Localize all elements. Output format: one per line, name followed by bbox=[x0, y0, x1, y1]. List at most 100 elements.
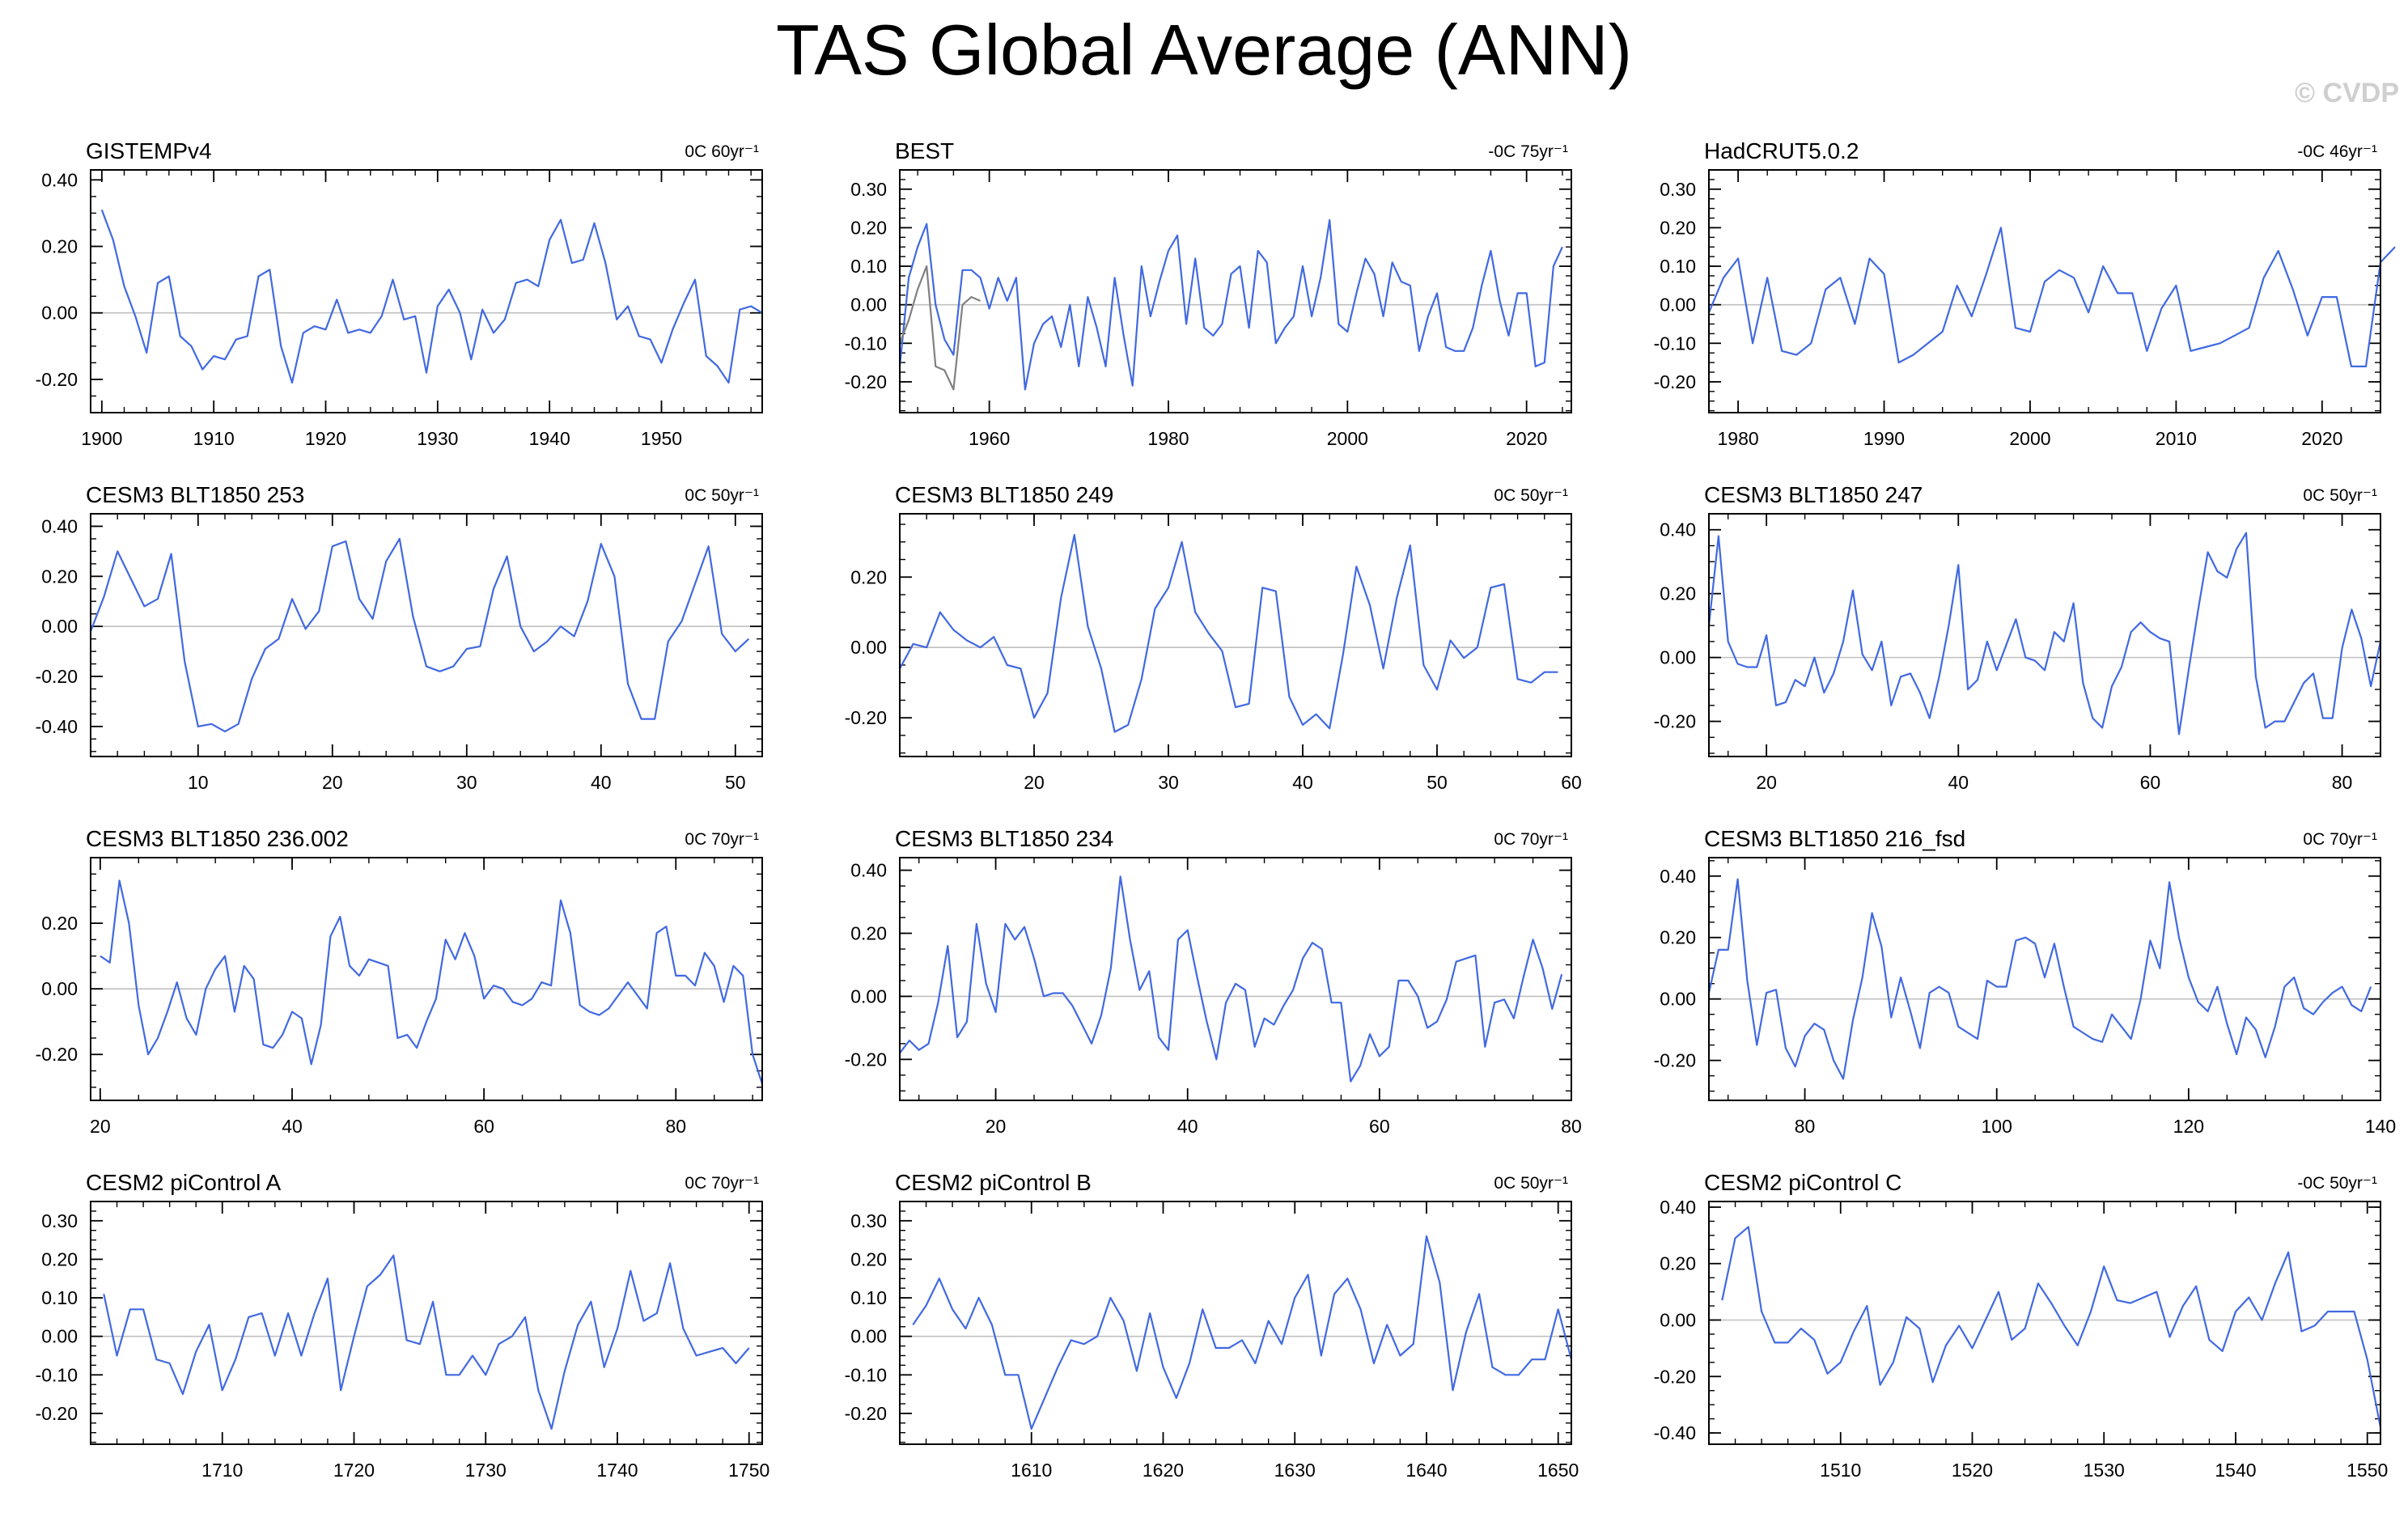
overlay-series-line bbox=[898, 265, 981, 391]
x-tick-label: 20 bbox=[986, 1116, 1007, 1137]
trend-label: -0C 46yr⁻¹ bbox=[2297, 142, 2377, 161]
y-tick-label: -0.10 bbox=[845, 333, 887, 354]
y-tick-label: 0.20 bbox=[1660, 1253, 1696, 1274]
plot-frame bbox=[90, 513, 763, 757]
y-tick-label: 0.00 bbox=[850, 295, 887, 316]
y-tick-label: 0.20 bbox=[850, 566, 887, 587]
x-tick-label: 120 bbox=[2173, 1116, 2204, 1137]
panel-title: BEST bbox=[895, 138, 954, 163]
y-tick-label: -0.20 bbox=[1654, 1366, 1696, 1387]
x-tick-label: 80 bbox=[1795, 1116, 1816, 1137]
y-tick-label: 0.30 bbox=[850, 179, 887, 200]
x-tick-label: 1980 bbox=[1718, 428, 1759, 449]
x-tick-label: 1610 bbox=[1011, 1460, 1052, 1481]
series-line bbox=[1707, 878, 2372, 1080]
y-tick-label: 0.00 bbox=[1660, 1310, 1696, 1331]
series-line bbox=[912, 1235, 1573, 1430]
series-line bbox=[899, 875, 1563, 1083]
y-tick-label: -0.10 bbox=[845, 1364, 887, 1385]
y-tick-label: 0.40 bbox=[850, 860, 887, 881]
series-line bbox=[1707, 227, 2396, 367]
series-line bbox=[89, 537, 750, 733]
x-tick-label: 80 bbox=[665, 1116, 686, 1137]
y-tick-label: 0.00 bbox=[850, 1326, 887, 1347]
x-tick-label: 40 bbox=[1948, 772, 1969, 793]
trend-label: 0C 70yr⁻¹ bbox=[685, 830, 759, 849]
trend-label: 0C 50yr⁻¹ bbox=[685, 486, 759, 505]
x-tick-label: 140 bbox=[2365, 1116, 2396, 1137]
x-tick-label: 60 bbox=[473, 1116, 494, 1137]
panel-9: CESM3 BLT1850 216_fsd 0C 70yr⁻¹ 80 100 120 14… bbox=[1654, 826, 2397, 1137]
x-tick-label: 1620 bbox=[1143, 1460, 1184, 1481]
plot-frame bbox=[90, 857, 763, 1101]
panel-grid: GISTEMPv4 0C 60yr⁻¹ 1900 1910 1920 1930 1940 19… bbox=[36, 138, 2397, 1481]
x-tick-label: 50 bbox=[725, 772, 746, 793]
y-tick-label: 0.10 bbox=[850, 1287, 887, 1308]
x-tick-label: 1960 bbox=[969, 428, 1010, 449]
watermark: © CVDP bbox=[2295, 78, 2399, 108]
panel-title: HadCRUT5.0.2 bbox=[1704, 138, 1859, 163]
y-tick-label: 0.40 bbox=[41, 515, 78, 536]
y-tick-label: 0.20 bbox=[850, 1248, 887, 1269]
x-tick-label: 30 bbox=[1158, 772, 1179, 793]
y-tick-label: -0.20 bbox=[36, 1044, 78, 1065]
plot-frame bbox=[899, 857, 1572, 1101]
x-tick-label: 2020 bbox=[1506, 428, 1547, 449]
panel-title: CESM3 BLT1850 247 bbox=[1704, 482, 1923, 507]
plot-frame bbox=[1708, 513, 2381, 757]
panel-title: CESM2 piControl A bbox=[86, 1170, 282, 1195]
trend-label: 0C 70yr⁻¹ bbox=[2303, 830, 2377, 849]
y-tick-label: -0.40 bbox=[36, 716, 78, 737]
x-tick-label: 1950 bbox=[641, 428, 682, 449]
x-tick-label: 1720 bbox=[333, 1460, 375, 1481]
x-tick-label: 20 bbox=[1024, 772, 1045, 793]
panel-title: CESM3 BLT1850 236.002 bbox=[86, 826, 349, 851]
panel-title: CESM2 piControl C bbox=[1704, 1170, 1901, 1195]
y-tick-label: 0.00 bbox=[1660, 647, 1696, 668]
y-tick-label: 0.10 bbox=[41, 1287, 78, 1308]
panel-title: CESM3 BLT1850 253 bbox=[86, 482, 304, 507]
y-tick-label: 0.30 bbox=[41, 1210, 78, 1231]
y-tick-label: 0.00 bbox=[1660, 989, 1696, 1010]
x-tick-label: 1940 bbox=[529, 428, 570, 449]
y-tick-label: 0.30 bbox=[850, 1210, 887, 1231]
plot-frame bbox=[899, 169, 1572, 413]
y-tick-label: -0.20 bbox=[36, 666, 78, 687]
panel-title: CESM3 BLT1850 234 bbox=[895, 826, 1113, 851]
trend-label: 0C 70yr⁻¹ bbox=[685, 1174, 759, 1193]
y-tick-label: 0.40 bbox=[1660, 1197, 1696, 1218]
x-tick-label: 1650 bbox=[1537, 1460, 1579, 1481]
y-tick-label: -0.10 bbox=[36, 1364, 78, 1385]
y-tick-label: 0.00 bbox=[41, 616, 78, 637]
plot-frame bbox=[899, 1201, 1572, 1445]
trend-label: 0C 50yr⁻¹ bbox=[1494, 1174, 1568, 1193]
x-tick-label: 1910 bbox=[193, 428, 235, 449]
x-tick-label: 20 bbox=[322, 772, 343, 793]
y-tick-label: 0.40 bbox=[1660, 866, 1696, 887]
panel-title: CESM2 piControl B bbox=[895, 1170, 1092, 1195]
x-tick-label: 1740 bbox=[596, 1460, 638, 1481]
panel-2: BEST -0C 75yr⁻¹ 1960 1980 2000 2020 0.30 0.20 0.… bbox=[845, 138, 1572, 449]
trend-label: -0C 75yr⁻¹ bbox=[1488, 142, 1568, 161]
y-tick-label: -0.40 bbox=[1654, 1422, 1696, 1443]
x-tick-label: 1640 bbox=[1405, 1460, 1447, 1481]
panel-5: CESM3 BLT1850 249 0C 50yr⁻¹ 20 30 40 50 60 0.20… bbox=[845, 482, 1582, 793]
x-tick-label: 1550 bbox=[2347, 1460, 2388, 1481]
y-tick-label: 0.20 bbox=[41, 566, 78, 587]
y-tick-label: -0.10 bbox=[1654, 333, 1696, 354]
y-tick-label: -0.20 bbox=[36, 1403, 78, 1424]
panel-8: CESM3 BLT1850 234 0C 70yr⁻¹ 20 40 60 80 0.40 0.… bbox=[845, 826, 1582, 1137]
y-tick-label: 0.40 bbox=[41, 169, 78, 190]
x-tick-label: 1710 bbox=[201, 1460, 243, 1481]
y-tick-label: -0.20 bbox=[1654, 1050, 1696, 1071]
x-tick-label: 1730 bbox=[465, 1460, 507, 1481]
y-tick-label: -0.20 bbox=[36, 369, 78, 390]
series-line bbox=[103, 1254, 750, 1430]
y-tick-label: 0.00 bbox=[41, 1326, 78, 1347]
y-tick-label: 0.10 bbox=[850, 256, 887, 277]
plot-frame bbox=[1708, 169, 2381, 413]
x-tick-label: 50 bbox=[1427, 772, 1448, 793]
y-tick-label: 0.20 bbox=[1660, 217, 1696, 238]
y-tick-label: 0.00 bbox=[41, 978, 78, 999]
series-line bbox=[898, 218, 1563, 391]
